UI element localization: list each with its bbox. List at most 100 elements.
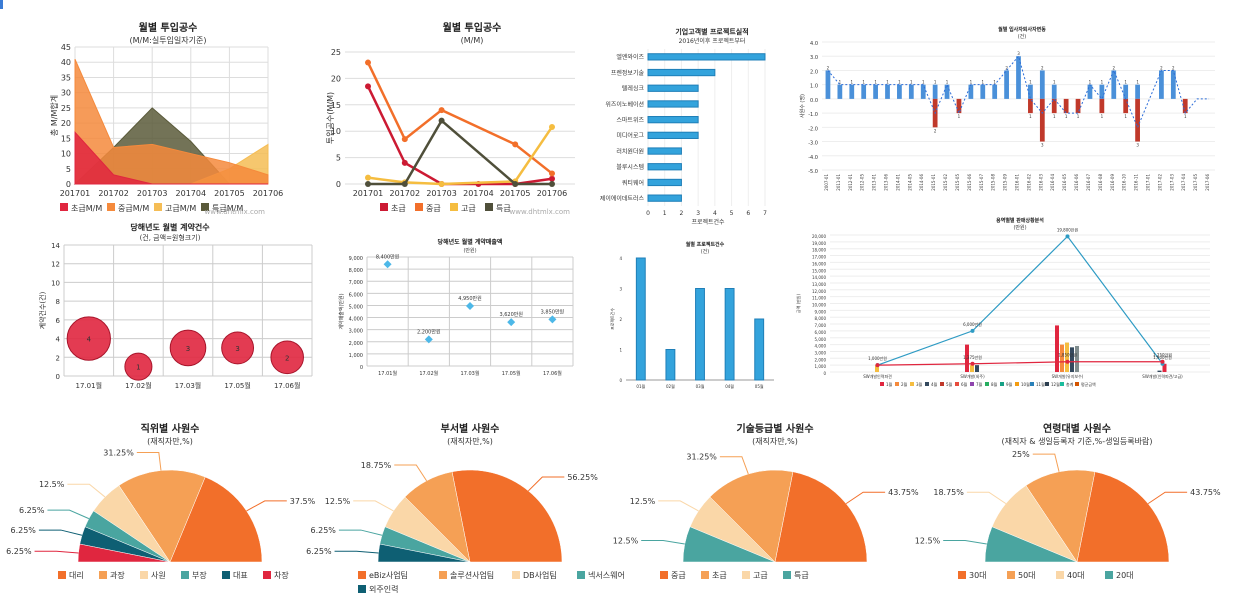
data-point xyxy=(549,175,555,182)
x-tick-label: 201702 xyxy=(98,189,129,198)
data-label: 2 xyxy=(1041,65,1044,70)
y-tick-label: 스마트위즈 xyxy=(616,116,644,124)
bar xyxy=(968,84,974,99)
data-point xyxy=(512,141,519,148)
x-tick-label: 5 xyxy=(730,210,734,217)
chart-pie-pie2: 부서별 사원수(재직자만,%) 56.25% 18.75% 12.5% 6.25% 6.2… xyxy=(306,422,625,594)
y-tick-label: 20 xyxy=(331,74,341,83)
y-tick-label: 40 xyxy=(61,58,71,67)
chart-pie-pie4: 연령대별 사원수(재직자 & 생일등록자 기준,%-생일등록바람) 43.75% 2… xyxy=(915,422,1221,580)
legend-swatch xyxy=(1045,382,1049,386)
data-point xyxy=(549,181,555,187)
bar xyxy=(965,344,969,372)
data-point xyxy=(548,315,557,324)
x-tick-label: 2016-02 xyxy=(1026,174,1031,191)
legend-label: 넥서스웨어 xyxy=(588,570,625,580)
y-tick-label: 0 xyxy=(66,180,71,189)
data-label: 1 xyxy=(886,80,889,85)
x-tick-label: 17.06월 xyxy=(274,381,300,390)
x-tick-label: 2015-05 xyxy=(955,174,960,191)
bar xyxy=(932,84,938,99)
legend-swatch xyxy=(60,203,68,211)
callout-line xyxy=(34,550,79,554)
y-tick-label: -5.0 xyxy=(808,169,818,175)
x-tick-label: 201704 xyxy=(463,189,494,198)
x-tick-label: 2016-08 xyxy=(1098,174,1103,191)
legend-label: eBiz사업팀 xyxy=(369,570,408,580)
legend-label: 차장 xyxy=(274,570,289,580)
chart-line-monthly-mm: 월별 투입공수 (M/M) 0 5 10 15 20 25 201701 201702 201703… xyxy=(326,21,575,216)
y-tick-label: 10 xyxy=(51,279,60,287)
legend-label: 11월 xyxy=(1036,381,1045,387)
legend-swatch xyxy=(701,571,709,579)
x-tick-label: 17.02월 xyxy=(419,370,438,377)
y-tick-label: 25 xyxy=(331,48,341,57)
x-tick-label: 2014-05 xyxy=(907,174,912,191)
pie-slice xyxy=(709,469,794,563)
x-tick-label: 17.06월 xyxy=(543,370,562,377)
bar xyxy=(1039,70,1045,99)
y-tick-label: 2 xyxy=(619,317,622,322)
chart-subtitle: (재직자만,%) xyxy=(147,436,193,446)
x-tick-label: 201701 xyxy=(353,189,384,198)
data-label: 1 xyxy=(862,80,865,85)
bar xyxy=(647,194,682,202)
callout-line xyxy=(38,529,83,536)
data-label: 2 xyxy=(934,128,937,133)
legend-swatch xyxy=(955,382,959,386)
chart-subtitle: (재직자 & 생일등록자 기준,%-생일등록바람) xyxy=(1002,436,1153,446)
legend-label: 과장 xyxy=(110,570,125,580)
chart-title: 부서별 사원수 xyxy=(441,422,500,435)
data-point xyxy=(1065,359,1070,364)
y-tick-label: 2,000 xyxy=(349,341,363,347)
legend-swatch xyxy=(880,382,884,386)
line-series xyxy=(366,62,553,175)
callout-line xyxy=(47,509,90,520)
bar xyxy=(1055,325,1059,372)
x-tick-label: 2017-06 xyxy=(1205,174,1210,191)
data-label: 3 xyxy=(1017,51,1020,56)
y-axis-label: 계약건수(건) xyxy=(38,291,47,329)
data-point xyxy=(365,83,371,90)
watermark: www.dhtmlx.com xyxy=(205,208,266,216)
y-axis-label: 투입공수(M/M) xyxy=(326,92,335,144)
x-tick-label: 2017-03 xyxy=(1169,174,1174,191)
legend-swatch xyxy=(1056,571,1064,579)
data-point xyxy=(1065,234,1070,239)
legend-swatch xyxy=(450,203,458,211)
chart-subtitle: (건) xyxy=(701,248,710,255)
y-tick-label: 10 xyxy=(331,127,341,136)
x-tick-label: 2017-02 xyxy=(1157,174,1162,191)
data-label: 31.25% xyxy=(686,453,717,462)
data-label: 1 xyxy=(946,80,949,85)
data-point xyxy=(438,117,445,124)
data-label: 3 xyxy=(1041,143,1044,148)
y-tick-label: 17,000 xyxy=(812,255,826,260)
data-label: 6.25% xyxy=(10,526,36,535)
chart-monthly-projects: 월별 프로젝트건수(건) 0 1 2 3 4 01월 02월 03월 04월 05월 프로젝트건수 xyxy=(609,241,774,389)
data-label: 6.25% xyxy=(6,547,32,556)
chart-subtitle: 2016년이후 프로젝트부터 xyxy=(679,37,746,45)
y-tick-label: 10 xyxy=(61,150,71,159)
y-tick-label: -3.0 xyxy=(808,141,818,147)
data-label: 1 xyxy=(1029,80,1032,85)
legend-swatch xyxy=(660,571,668,579)
legend-swatch xyxy=(263,571,271,579)
chart-subtitle: (건) xyxy=(1018,33,1027,40)
legend-label: 중급M/M xyxy=(118,204,149,213)
chart-subtitle: (M/M:실투입일자기준) xyxy=(130,35,207,45)
x-tick-label: 201704 xyxy=(176,189,207,198)
legend-label: 9월 xyxy=(1006,381,1013,387)
legend-label: 외주인력 xyxy=(369,584,398,594)
bar xyxy=(1159,70,1164,99)
y-tick-label: 14 xyxy=(51,242,60,250)
x-tick-label: 201702 xyxy=(390,189,421,198)
x-tick-label: 2017-04 xyxy=(1181,174,1186,191)
data-label: 1 xyxy=(1101,114,1104,119)
legend-swatch xyxy=(895,382,899,386)
legend-swatch xyxy=(742,571,750,579)
chart-subtitle: (재직자만,%) xyxy=(447,436,493,446)
area-series xyxy=(74,130,268,185)
legend-swatch xyxy=(925,382,929,386)
